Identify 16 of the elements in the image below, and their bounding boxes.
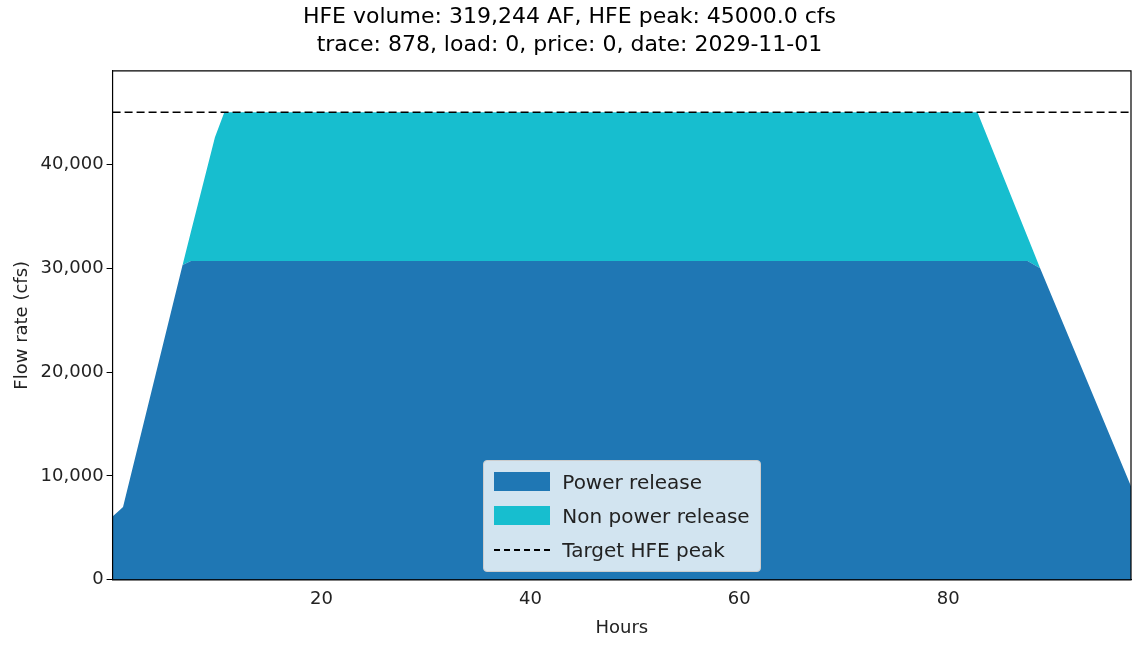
y-axis-title: Flow rate (cfs) — [10, 260, 32, 390]
y-tick-label: 10,000 — [40, 463, 104, 485]
x-tick-label: 80 — [936, 587, 960, 609]
x-axis-title: Hours — [595, 615, 649, 637]
y-tick-label: 30,000 — [40, 255, 104, 277]
y-tick-label: 0 — [92, 567, 104, 589]
chart-title: HFE volume: 319,244 AF, HFE peak: 45000.0 cfs — [302, 2, 837, 28]
legend-label: Power release — [562, 469, 703, 494]
x-tick-label: 60 — [727, 587, 751, 609]
x-tick-label: 20 — [310, 587, 333, 609]
y-tick-label: 40,000 — [40, 151, 104, 173]
legend-label: Non power release — [562, 503, 750, 528]
chart-subtitle: trace: 878, load: 0, price: 0, date: 2029-11-01 — [316, 31, 823, 57]
y-tick-label: 20,000 — [40, 359, 104, 381]
legend-label: Target HFE peak — [562, 537, 725, 562]
x-tick-label: 40 — [518, 587, 542, 609]
